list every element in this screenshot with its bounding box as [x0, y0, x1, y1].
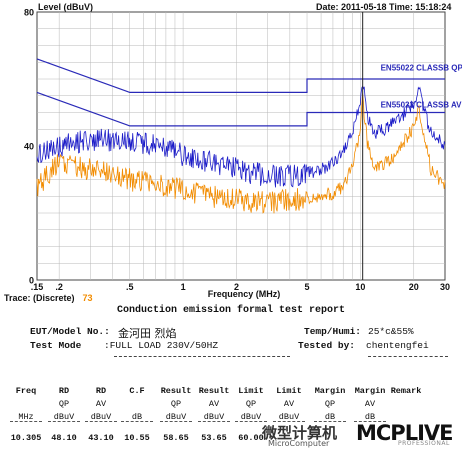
table-h1-9: Margin: [354, 386, 386, 396]
table-unit-0: MHz: [18, 412, 34, 422]
table-h2-1: QP: [58, 399, 70, 409]
table-h1-2: RD: [95, 386, 107, 396]
x-tick-label: .15: [31, 282, 44, 292]
table-unit-8: dB: [324, 412, 336, 422]
y-tick-label: 80: [24, 8, 34, 18]
chart-title: Level (dBuV): [38, 2, 94, 12]
table-h1-3: C.F: [129, 386, 145, 396]
table-h2-2: AV: [95, 399, 107, 409]
table-separator: [273, 421, 305, 422]
table-val-3: 10.55: [124, 433, 150, 443]
temp-label: Temp/Humi:: [304, 326, 362, 337]
table-h2-7: AV: [283, 399, 295, 409]
limit-line-av: [36, 91, 445, 127]
chart-series: [36, 12, 446, 280]
table-unit-6: dBuV: [240, 412, 262, 422]
x-axis-label: Frequency (MHz): [208, 289, 281, 299]
table-h2-8: QP: [324, 399, 336, 409]
table-unit-3: dB: [131, 412, 143, 422]
table-h2-9: AV: [364, 399, 376, 409]
table-separator: [314, 421, 346, 422]
table-separator: [198, 421, 230, 422]
mode-label: Test Mode: [30, 340, 82, 351]
y-tick-label: 0: [29, 276, 34, 286]
x-tick-label: .2: [55, 282, 63, 292]
table-unit-2: dBuV: [90, 412, 112, 422]
mode-underline: [114, 356, 290, 357]
limit-line-qp: [36, 58, 445, 94]
x-tick-label: 1: [181, 282, 186, 292]
x-tick-label: 5: [305, 282, 310, 292]
chart-annotations: EN55022 CLASSB QP EN55022 CLASSB AV: [381, 64, 462, 110]
x-tick-label: 20: [409, 282, 419, 292]
x-tick-label: .5: [126, 282, 134, 292]
chart-ticks: 80 40 0.15 .2 .5 1 2 5 10 20 30: [24, 8, 450, 293]
table-val-5: 53.65: [201, 433, 227, 443]
table-h1-10: Remark: [390, 386, 422, 396]
table-unit-5: dBuV: [203, 412, 225, 422]
table-h1-0: Freq: [15, 386, 37, 396]
watermark-en: MicroComputer: [268, 439, 330, 448]
temp-value: 25*c&55%: [368, 326, 414, 337]
table-h1-5: Result: [198, 386, 230, 396]
table-unit-4: dBuV: [165, 412, 187, 422]
table-h2-5: AV: [208, 399, 220, 409]
table-h1-7: Limit: [276, 386, 302, 396]
table-separator: [235, 421, 267, 422]
table-separator: [160, 421, 192, 422]
report-title: Conduction emission formal test report: [116, 305, 346, 316]
table-separator: [354, 421, 386, 422]
table-h1-1: RD: [58, 386, 70, 396]
limit-label-qp: EN55022 CLASSB QP: [381, 64, 462, 73]
table-val-2: 43.10: [88, 433, 114, 443]
tested-value: chentengfei: [366, 340, 429, 351]
watermark-logo: MCPLIVE: [356, 421, 453, 445]
watermark-sub: PROFESSIONAL: [398, 440, 450, 447]
y-tick-label: 40: [24, 142, 34, 152]
x-tick-label: 2: [234, 282, 239, 292]
table-val-4: 58.65: [163, 433, 189, 443]
table-val-1: 48.10: [51, 433, 77, 443]
x-tick-label: 10: [355, 282, 365, 292]
table-unit-7: dBuV: [278, 412, 300, 422]
table-separator: [48, 421, 80, 422]
table-h1-4: Result: [160, 386, 192, 396]
trace-number: 73: [82, 293, 93, 303]
table-unit-9: dB: [364, 412, 376, 422]
tested-underline: [368, 356, 448, 357]
table-val-6: 60.00: [238, 433, 264, 443]
table-h2-6: QP: [245, 399, 257, 409]
eut-label: EUT/Model No.:: [30, 326, 110, 337]
table-val-0: 10.305: [10, 433, 42, 443]
table-h1-8: Margin: [314, 386, 346, 396]
table-unit-1: dBuV: [53, 412, 75, 422]
tested-label: Tested by:: [298, 340, 356, 351]
table-h1-6: Limit: [238, 386, 264, 396]
x-tick-label: 30: [440, 282, 450, 292]
limit-label-av: EN55022 CLASSB AV: [381, 100, 462, 109]
watermark-cn: 微型计算机: [262, 424, 338, 442]
date-time: Date: 2011-05-18 Time: 15:18:24: [316, 2, 452, 12]
table-separator: [121, 421, 153, 422]
mode-value: :FULL LOAD 230V/50HZ: [104, 340, 219, 351]
table-separator: [10, 421, 42, 422]
qp-trace: [36, 85, 446, 188]
trace-label: Trace: (Discrete): [4, 293, 75, 303]
trace-info: Trace: (Discrete) 73: [4, 293, 93, 303]
av-trace: [36, 93, 446, 214]
table-separator: [85, 421, 117, 422]
table-h2-4: QP: [170, 399, 182, 409]
chart-grid: [36, 11, 446, 281]
eut-value: 金河田 烈焰: [118, 327, 177, 340]
